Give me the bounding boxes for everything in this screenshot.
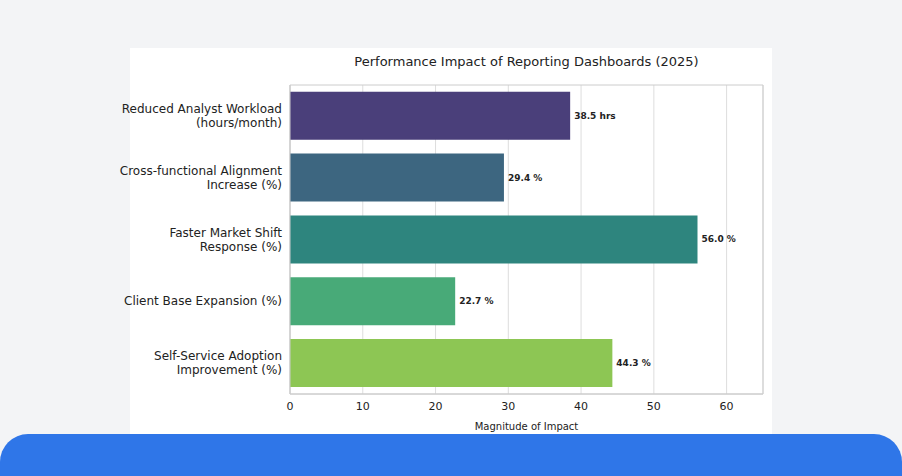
svg-text:44.3 %: 44.3 % bbox=[616, 358, 650, 368]
html-text:Performance Impact of Reportin: Performance Impact of Reporting Dashboar… bbox=[354, 54, 699, 69]
svg-text:Self-Service AdoptionImproveme: Self-Service AdoptionImprovement (%) bbox=[154, 349, 282, 377]
svg-text:Client Base Expansion (%): Client Base Expansion (%) bbox=[124, 294, 282, 308]
svg-text:50: 50 bbox=[647, 400, 661, 413]
svg-text:29.4 %: 29.4 % bbox=[508, 173, 542, 183]
svg-text:40: 40 bbox=[574, 400, 588, 413]
svg-text:56.0 %: 56.0 % bbox=[702, 234, 736, 244]
svg-text:20: 20 bbox=[429, 400, 443, 413]
svg-text:10: 10 bbox=[356, 400, 370, 413]
svg-text:Reduced Analyst Workload(hours: Reduced Analyst Workload(hours/month) bbox=[122, 102, 282, 130]
svg-text:Magnitude of Impact: Magnitude of Impact bbox=[475, 421, 579, 432]
svg-text:Cross-functional AlignmentIncr: Cross-functional AlignmentIncrease (%) bbox=[120, 164, 283, 192]
svg-text:38.5 hrs: 38.5 hrs bbox=[574, 111, 616, 121]
svg-text:30: 30 bbox=[501, 400, 515, 413]
svg-text:Faster Market ShiftResponse (%: Faster Market ShiftResponse (%) bbox=[169, 226, 282, 254]
svg-text:60: 60 bbox=[720, 400, 734, 413]
svg-text:22.7 %: 22.7 % bbox=[459, 296, 493, 306]
svg-text:0: 0 bbox=[287, 400, 294, 413]
